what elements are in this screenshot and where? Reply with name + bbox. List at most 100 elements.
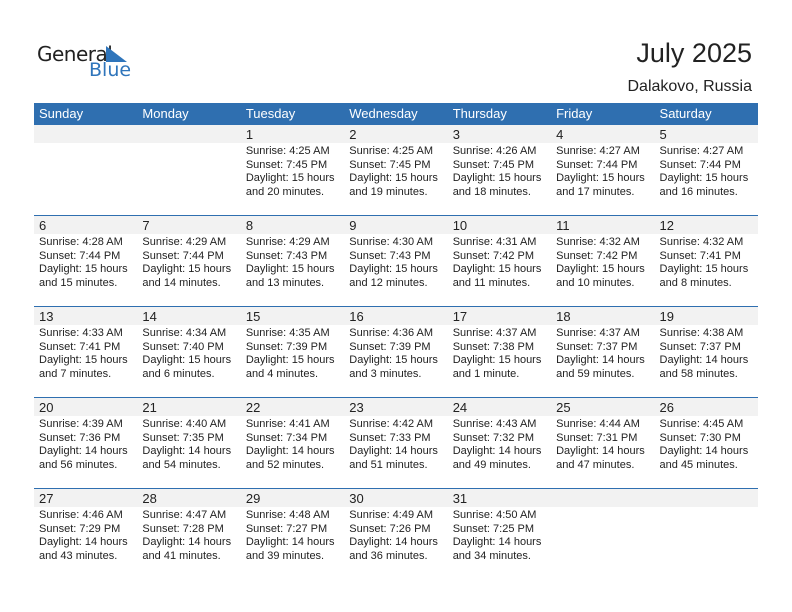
day-number: 16 (344, 307, 448, 325)
daylight2-text: and 15 minutes. (39, 276, 118, 289)
sunrise-text: Sunrise: 4:32 AM (556, 236, 640, 248)
day-number: 27 (34, 489, 138, 507)
day-info: Sunrise: 4:30 AM Sunset: 7:43 PM Daylight:… (344, 234, 447, 290)
day-info: Sunrise: 4:25 AM Sunset: 7:45 PM Daylight:… (241, 143, 344, 199)
day-cell: 30 Sunrise: 4:49 AM Sunset: 7:26 PM Dayligh… (344, 489, 448, 579)
daylight2-text: and 12 minutes. (349, 276, 428, 289)
sunrise-text: Sunrise: 4:25 AM (349, 145, 434, 157)
sunrise-text: Sunrise: 4:34 AM (142, 327, 227, 339)
day-cell: 3 Sunrise: 4:26 AM Sunset: 7:45 PM Daylight… (447, 125, 552, 215)
daylight1-text: Daylight: 14 hours (142, 445, 232, 457)
daylight1-text: Daylight: 15 hours (556, 172, 645, 184)
daylight1-text: Daylight: 14 hours (659, 354, 749, 366)
day-info: Sunrise: 4:42 AM Sunset: 7:33 PM Daylight:… (344, 416, 447, 472)
daylight2-text: and 36 minutes. (349, 549, 428, 562)
sunset-text: Sunset: 7:42 PM (556, 249, 638, 262)
day-number (137, 125, 241, 143)
week-row: 27 Sunrise: 4:46 AM Sunset: 7:29 PM Dayligh… (34, 488, 758, 579)
day-info: Sunrise: 4:40 AM Sunset: 7:35 PM Daylight:… (137, 416, 240, 472)
day-cell: 12 Sunrise: 4:32 AM Sunset: 7:41 PM Dayligh… (654, 216, 758, 306)
daylight2-text: and 54 minutes. (142, 458, 221, 471)
day-number (654, 489, 758, 507)
day-info: Sunrise: 4:26 AM Sunset: 7:45 PM Daylight:… (448, 143, 551, 199)
sunset-text: Sunset: 7:45 PM (349, 158, 431, 171)
day-info: Sunrise: 4:29 AM Sunset: 7:43 PM Daylight:… (241, 234, 344, 290)
day-cell (551, 489, 655, 579)
day-cell: 27 Sunrise: 4:46 AM Sunset: 7:29 PM Dayligh… (34, 489, 138, 579)
daylight2-text: and 16 minutes. (659, 185, 738, 198)
day-cell (654, 489, 758, 579)
sunset-text: Sunset: 7:41 PM (659, 249, 741, 262)
day-cell: 26 Sunrise: 4:45 AM Sunset: 7:30 PM Dayligh… (654, 398, 758, 488)
sunset-text: Sunset: 7:27 PM (245, 522, 328, 535)
sunset-text: Sunset: 7:44 PM (556, 158, 638, 171)
day-cell: 22 Sunrise: 4:41 AM Sunset: 7:34 PM Dayligh… (240, 398, 345, 488)
daylight2-text: and 10 minutes. (556, 276, 635, 289)
day-info: Sunrise: 4:36 AM Sunset: 7:39 PM Daylight:… (344, 325, 447, 381)
day-info: Sunrise: 4:41 AM Sunset: 7:34 PM Daylight:… (241, 416, 344, 472)
weekday-friday: Friday (556, 106, 593, 121)
day-info: Sunrise: 4:31 AM Sunset: 7:42 PM Daylight:… (448, 234, 551, 290)
day-cell: 7 Sunrise: 4:29 AM Sunset: 7:44 PM Daylight… (137, 216, 241, 306)
day-info: Sunrise: 4:27 AM Sunset: 7:44 PM Daylight:… (551, 143, 654, 199)
daylight2-text: and 58 minutes. (659, 367, 738, 380)
day-info: Sunrise: 4:29 AM Sunset: 7:44 PM Daylight:… (137, 234, 240, 290)
daylight2-text: and 6 minutes. (142, 367, 215, 380)
daylight1-text: Daylight: 14 hours (245, 536, 335, 548)
day-number: 10 (447, 216, 552, 234)
daylight1-text: Daylight: 14 hours (39, 536, 128, 548)
day-cell: 31 Sunrise: 4:50 AM Sunset: 7:25 PM Dayligh… (447, 489, 552, 579)
day-info: Sunrise: 4:50 AM Sunset: 7:25 PM Daylight:… (448, 507, 551, 563)
daylight1-text: Daylight: 15 hours (659, 263, 749, 275)
day-info: Sunrise: 4:38 AM Sunset: 7:37 PM Daylight:… (655, 325, 758, 381)
day-cell: 15 Sunrise: 4:35 AM Sunset: 7:39 PM Dayligh… (240, 307, 345, 397)
sunset-text: Sunset: 7:36 PM (39, 431, 121, 444)
day-info: Sunrise: 4:25 AM Sunset: 7:45 PM Daylight:… (344, 143, 447, 199)
daylight1-text: Daylight: 15 hours (349, 354, 438, 366)
day-info: Sunrise: 4:37 AM Sunset: 7:38 PM Daylight:… (448, 325, 551, 381)
day-number: 1 (240, 125, 345, 143)
sunrise-text: Sunrise: 4:37 AM (556, 327, 640, 339)
sunrise-text: Sunrise: 4:35 AM (245, 327, 330, 339)
daylight2-text: and 13 minutes. (245, 276, 325, 289)
day-number: 6 (34, 216, 138, 234)
sunrise-text: Sunrise: 4:37 AM (452, 327, 537, 339)
daylight1-text: Daylight: 15 hours (39, 263, 128, 275)
sunset-text: Sunset: 7:44 PM (659, 158, 741, 171)
daylight1-text: Daylight: 15 hours (452, 263, 542, 275)
sunset-text: Sunset: 7:38 PM (452, 340, 535, 353)
daylight1-text: Daylight: 15 hours (142, 263, 232, 275)
daylight2-text: and 51 minutes. (349, 458, 428, 471)
sunrise-text: Sunrise: 4:28 AM (39, 236, 123, 248)
daylight1-text: Daylight: 14 hours (349, 536, 438, 548)
day-cell: 28 Sunrise: 4:47 AM Sunset: 7:28 PM Dayligh… (137, 489, 241, 579)
sunrise-text: Sunrise: 4:30 AM (349, 236, 434, 248)
day-info: Sunrise: 4:48 AM Sunset: 7:27 PM Daylight:… (241, 507, 344, 563)
daylight1-text: Daylight: 15 hours (556, 263, 645, 275)
logo: General Blue (37, 42, 137, 82)
day-info: Sunrise: 4:46 AM Sunset: 7:29 PM Daylight:… (34, 507, 137, 563)
day-info: Sunrise: 4:45 AM Sunset: 7:30 PM Daylight:… (655, 416, 758, 472)
sunrise-text: Sunrise: 4:47 AM (142, 509, 227, 521)
daylight2-text: and 1 minute. (452, 367, 520, 380)
day-info: Sunrise: 4:32 AM Sunset: 7:41 PM Daylight:… (655, 234, 758, 290)
day-number: 25 (551, 398, 655, 416)
day-number: 4 (551, 125, 655, 143)
daylight2-text: and 56 minutes. (39, 458, 118, 471)
daylight1-text: Daylight: 14 hours (452, 445, 542, 457)
day-info: Sunrise: 4:35 AM Sunset: 7:39 PM Daylight:… (241, 325, 344, 381)
sunset-text: Sunset: 7:39 PM (349, 340, 431, 353)
sunset-text: Sunset: 7:33 PM (349, 431, 431, 444)
day-number: 26 (654, 398, 758, 416)
daylight2-text: and 20 minutes. (245, 185, 325, 198)
daylight2-text: and 11 minutes. (452, 276, 531, 289)
day-cell: 17 Sunrise: 4:37 AM Sunset: 7:38 PM Dayligh… (447, 307, 552, 397)
sunset-text: Sunset: 7:43 PM (245, 249, 328, 262)
day-cell: 9 Sunrise: 4:30 AM Sunset: 7:43 PM Daylight… (344, 216, 448, 306)
day-info: Sunrise: 4:37 AM Sunset: 7:37 PM Daylight:… (551, 325, 654, 381)
day-number: 18 (551, 307, 655, 325)
day-cell: 14 Sunrise: 4:34 AM Sunset: 7:40 PM Dayligh… (137, 307, 241, 397)
weekday-thursday: Thursday (452, 106, 507, 121)
sunrise-text: Sunrise: 4:32 AM (659, 236, 744, 248)
